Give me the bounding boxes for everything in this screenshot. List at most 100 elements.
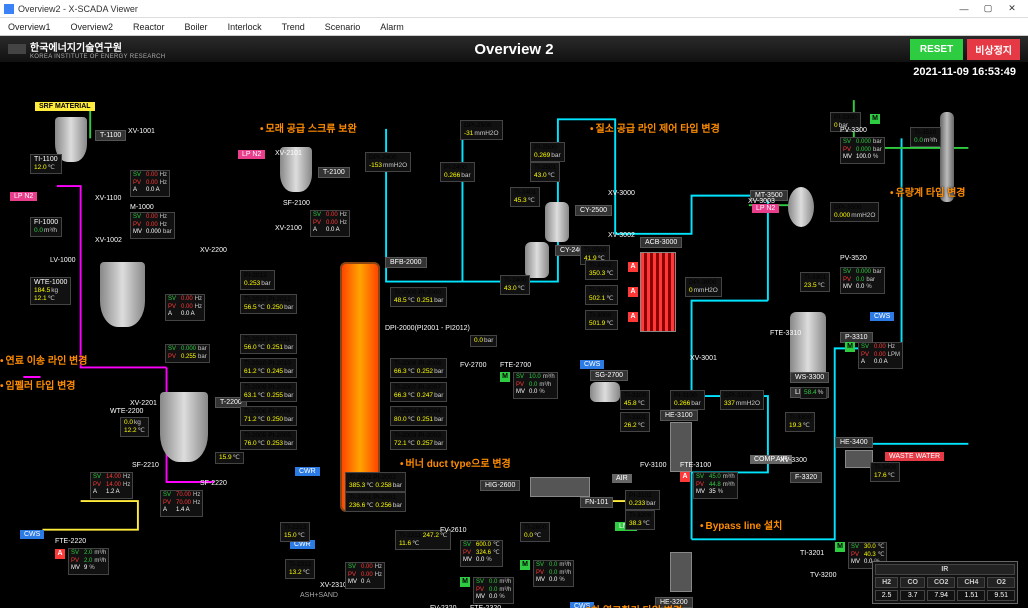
ctrl-fte3310[interactable]: SV0.00Hz PV0.00LPM A0.0 A xyxy=(858,342,903,369)
ctrl-fv2700[interactable]: SV10.0m³/h PV0.0m³/h MV0.0% xyxy=(513,372,558,399)
lbl-waste: WASTE WATER xyxy=(885,452,944,461)
lbl-cws-1: CWS xyxy=(20,530,44,539)
annot-sand-screw: •모래 공급 스크류 보완 xyxy=(260,120,357,135)
ir-col-h2: H2 xyxy=(875,577,899,588)
ir-val-co2: 7.94 xyxy=(927,590,955,601)
ctrl-sf2210[interactable]: SV14.00Hz PV14.00Hz A1.2 A xyxy=(90,472,133,499)
tag-fn101: FN-101 xyxy=(580,497,613,508)
tag-sf2210: SF-2210 xyxy=(132,462,159,469)
ctrl-fte2320[interactable]: SV0.0m³/h PV0.0m³/h MV0.0% xyxy=(473,577,514,604)
tag-fte2220: FTE-2220 xyxy=(55,538,86,545)
tag-xv2100: XV-2100 xyxy=(275,225,302,232)
ctrl-fv3100[interactable]: SV45.0m³/h PV44.8m³/h MV35% xyxy=(693,472,738,499)
ir-col-co2: CO2 xyxy=(927,577,955,588)
t-2200 xyxy=(160,392,208,462)
ctrl-sf2100[interactable]: SV0.00Hz PV0.00Hz A0.0 A xyxy=(310,210,350,237)
ir-title: IR xyxy=(875,564,1015,575)
ctrl-lv1000[interactable]: SV0.00Hz PV0.00Hz MV0.000bar xyxy=(130,212,175,239)
ctrl-fte2220[interactable]: SV2.0m³/h PV2.0m³/h MV9% xyxy=(68,548,109,575)
ir-val-h2: 2.5 xyxy=(875,590,899,601)
ir-col-ch4: CH4 xyxy=(957,577,985,588)
mt-3500 xyxy=(788,187,814,227)
val-dpi3100: DPI-3100337mmH2O xyxy=(720,390,764,410)
menu-scenario[interactable]: Scenario xyxy=(325,22,361,32)
tag-fv2700: FV-2700 xyxy=(460,362,486,369)
reset-button[interactable]: RESET xyxy=(910,39,963,60)
val-dpi2400: DPI-2400-153mmH2O xyxy=(365,152,411,172)
annot-fuel-line: •연료 이송 라인 변경 xyxy=(0,352,87,367)
lbl-lpn2-1: LP N2 xyxy=(10,192,37,201)
hig-2600 xyxy=(530,477,590,497)
ctrl-pv3300[interactable]: SV0.000bar PV0.000bar MV100.0% xyxy=(840,137,885,164)
val-ti2005: TI-2005 PI-200576.0℃ 0.253bar xyxy=(240,430,297,450)
val-ti2012: TI-2012 PI-201256.5℃ 0.250bar xyxy=(240,294,297,314)
val-ti2003: TI-2003 PI-200372.1℃ 0.257bar xyxy=(390,430,447,450)
app-window: Overview2 - X-SCADA Viewer — ▢ ✕ Overvie… xyxy=(0,0,1028,608)
close-button[interactable]: ✕ xyxy=(1000,3,1024,14)
annot-n2-line: •질소 공급 라인 제어 타입 변경 xyxy=(590,120,720,135)
sg-2700 xyxy=(590,382,620,402)
val-ti2009: TI-2009 PI-200963.1℃ 0.255bar xyxy=(240,382,297,402)
menu-trend[interactable]: Trend xyxy=(282,22,305,32)
val-ti3002: TI-3002350.3℃ xyxy=(585,260,618,280)
lbl-lpn2-3: LP N2 xyxy=(238,150,265,159)
val-wte2200: 0.0kg12.2℃ xyxy=(120,417,149,437)
tag-sf2220: SF-2220 xyxy=(200,480,227,487)
tag-acb3000: ACB-3000 xyxy=(640,237,682,248)
ctrl-pv3520[interactable]: SV0.000bar PV0.0bar MV0.0% xyxy=(840,267,885,294)
tag-he3400: HE-3400 xyxy=(835,437,873,448)
val-ti3301: TI-330123.5℃ xyxy=(800,272,830,292)
ctrl-m2200b[interactable]: SV0.000bar PV0.255bar xyxy=(165,344,210,363)
val-lic1300: 58.4% xyxy=(800,387,827,399)
tag-fv2610: FV-2610 xyxy=(440,527,466,534)
ir-val-co: 3.7 xyxy=(900,590,925,601)
val-dpi3000: DPI-30000mmH2O xyxy=(685,277,722,297)
tag-sf2100: SF-2100 xyxy=(283,200,310,207)
val-ti2006: TI-2006 PI-200671.2℃ 0.250bar xyxy=(240,406,297,426)
ctrl-fte1200[interactable]: SV0.0m³/h PV0.0m³/h MV0.0% xyxy=(533,560,574,587)
state-fte2220: A xyxy=(55,549,65,559)
val-pi2500: PI-25000.269bar xyxy=(530,142,565,162)
he-3200 xyxy=(670,552,692,592)
menubar: Overview1 Overview2 Reactor Boiler Inter… xyxy=(0,18,1028,36)
titlebar: Overview2 - X-SCADA Viewer — ▢ ✕ xyxy=(0,0,1028,18)
ctrl-fv2320[interactable]: SV0.00Hz PV0.00Hz MV0A xyxy=(345,562,385,589)
tag-pv3520: PV-3520 xyxy=(840,255,867,262)
lbl-ashsand: ASH+SAND xyxy=(300,592,338,599)
tag-sg2700: SG-2700 xyxy=(590,370,628,381)
menu-overview1[interactable]: Overview1 xyxy=(8,22,51,32)
tag-fte3100: FTE-3100 xyxy=(680,462,711,469)
page-title: Overview 2 xyxy=(474,41,553,58)
val-ti2313: TI-231315.0℃ xyxy=(280,522,310,542)
ctrl-fv2610[interactable]: SV600.0℃ PV324.6℃ MV0.0% xyxy=(460,540,503,567)
tag-xv2200: XV-2200 xyxy=(200,247,227,254)
tag-ti3201: TI-3201 xyxy=(800,550,824,557)
val-ti3001: TI-3001502.1℃ xyxy=(585,285,618,305)
lbl-cwr-2: CWR xyxy=(295,467,320,476)
state-ti3001: A xyxy=(628,287,638,297)
maximize-button[interactable]: ▢ xyxy=(976,3,1000,14)
menu-reactor[interactable]: Reactor xyxy=(133,22,165,32)
menu-boiler[interactable]: Boiler xyxy=(185,22,208,32)
tag-xv2201: XV-2201 xyxy=(130,400,157,407)
tag-hig2600: HIG-2600 xyxy=(480,480,520,491)
ctrl-m1000[interactable]: SV0.00Hz PV0.00Hz A0.0 A xyxy=(130,170,170,197)
menu-alarm[interactable]: Alarm xyxy=(380,22,404,32)
val-ti2004: TI-2004 PI-200480.0℃ 0.251bar xyxy=(390,406,447,426)
tag-xv2101: XV-2101 xyxy=(275,150,302,157)
tag-fte3310: FTE-3310 xyxy=(770,330,801,337)
ir-val-o2: 9.51 xyxy=(987,590,1015,601)
state-pv3300: M xyxy=(870,114,880,124)
tag-cy2500: CY-2500 xyxy=(575,205,612,216)
tag-dpi2000: DPI-2000(PI2001 - PI2012) xyxy=(385,325,470,332)
menu-interlock[interactable]: Interlock xyxy=(228,22,262,32)
estop-button[interactable]: 비상정지 xyxy=(967,39,1020,60)
ctrl-sf2220[interactable]: SV70.00Hz PV70.00Hz A1.4 A xyxy=(160,490,203,517)
header: 한국에너지기술연구원 KOREA INSTITUTE OF ENERGY RES… xyxy=(0,36,1028,62)
val-dpi2000: 0.0bar xyxy=(470,335,497,347)
menu-overview2[interactable]: Overview2 xyxy=(71,22,114,32)
ctrl-m2200[interactable]: SV0.00Hz PV0.00Hz A0.0 A xyxy=(165,294,205,321)
minimize-button[interactable]: — xyxy=(952,4,976,14)
val-ti2312: TI-231213.2℃ xyxy=(285,559,315,579)
logo-mark xyxy=(8,44,26,54)
